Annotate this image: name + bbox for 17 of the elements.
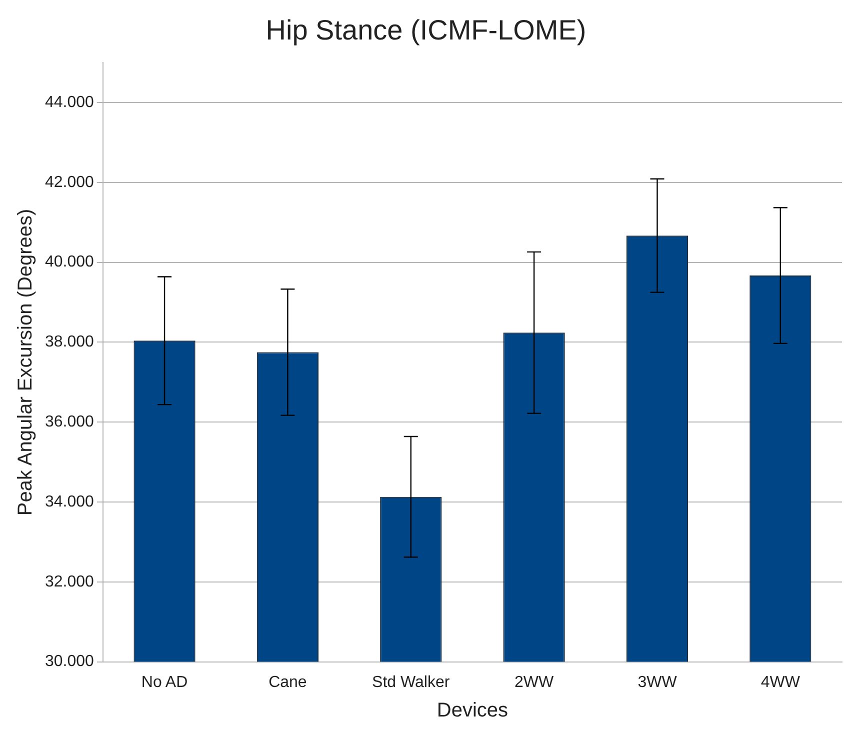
y-tick-label: 32.000 bbox=[45, 573, 94, 590]
x-axis-title: Devices bbox=[436, 700, 508, 722]
y-tick-label: 34.000 bbox=[45, 493, 94, 510]
chart-title: Hip Stance (ICMF-LOME) bbox=[266, 14, 586, 46]
x-tick-label: 4WW bbox=[760, 674, 801, 691]
y-tick-label: 38.000 bbox=[45, 334, 94, 351]
y-tick-label: 30.000 bbox=[45, 653, 94, 670]
y-tick-label: 44.000 bbox=[45, 94, 94, 111]
y-axis-title: Peak Angular Excursion (Degrees) bbox=[14, 208, 37, 516]
x-tick-label: 3WW bbox=[638, 674, 678, 691]
y-tick-label: 42.000 bbox=[45, 174, 94, 191]
x-tick-label: 2WW bbox=[514, 674, 555, 691]
y-tick-label: 36.000 bbox=[45, 414, 94, 431]
x-tick-label: Cane bbox=[268, 674, 307, 691]
y-tick-label: 40.000 bbox=[45, 254, 94, 271]
x-tick-label: No AD bbox=[141, 674, 188, 691]
x-tick-label: Std Walker bbox=[372, 674, 450, 691]
